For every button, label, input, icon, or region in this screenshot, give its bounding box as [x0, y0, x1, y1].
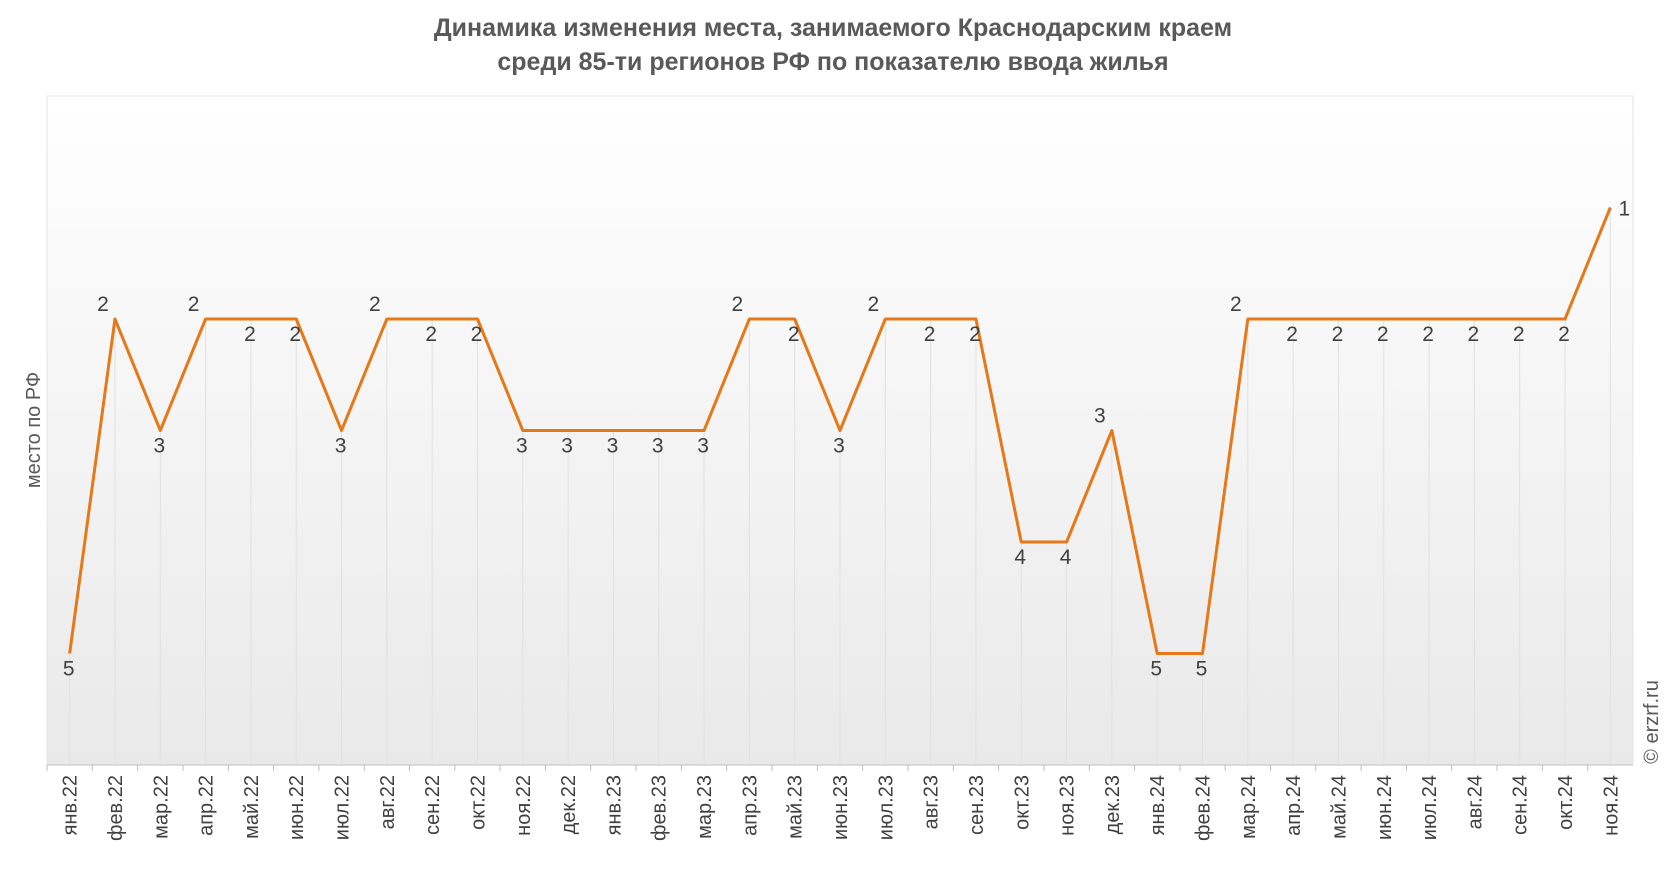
x-tick-label: мар.23 [694, 775, 716, 839]
x-tick-label: июл.23 [875, 775, 897, 840]
data-label: 2 [97, 293, 109, 316]
data-label: 2 [1332, 323, 1344, 346]
y-axis-label: место по РФ [23, 372, 45, 488]
data-label: 2 [425, 323, 437, 346]
data-label: 3 [607, 435, 619, 458]
data-label: 1 [1618, 198, 1630, 221]
data-label: 2 [1377, 323, 1389, 346]
watermark: © erzrf.ru [1641, 680, 1663, 764]
data-label: 3 [561, 435, 573, 458]
x-tick-label: фев.23 [649, 775, 671, 841]
x-tick-label: янв.22 [60, 775, 82, 835]
data-label: 2 [471, 323, 483, 346]
data-label: 3 [652, 435, 664, 458]
data-label: 2 [1468, 323, 1480, 346]
data-label: 5 [63, 658, 75, 681]
chart-title: среди 85-ти регионов РФ по показателю вв… [497, 48, 1168, 76]
x-tick-label: май.24 [1328, 775, 1350, 839]
data-label: 2 [788, 323, 800, 346]
x-tick-label: авг.22 [377, 775, 399, 829]
x-tick-label: май.23 [785, 775, 807, 839]
data-label: 2 [1230, 293, 1242, 316]
x-tick-label: сен.24 [1510, 775, 1532, 835]
data-label: 3 [516, 435, 528, 458]
x-tick-label: апр.24 [1283, 775, 1305, 836]
x-tick-label: ноя.22 [513, 775, 535, 836]
x-tick-label: окт.22 [467, 775, 489, 830]
x-tick-label: май.22 [241, 775, 263, 839]
x-tick-label: ноя.24 [1600, 775, 1622, 836]
data-label: 2 [1286, 323, 1298, 346]
chart-title: Динамика изменения места, занимаемого Кр… [434, 14, 1232, 42]
data-label: 2 [244, 323, 256, 346]
data-label: 2 [289, 323, 301, 346]
x-tick-label: июн.24 [1374, 775, 1396, 840]
x-tick-label: фев.22 [105, 775, 127, 841]
x-tick-label: сен.23 [966, 775, 988, 835]
x-tick-label: авг.24 [1464, 775, 1486, 829]
x-tick-label: июн.23 [830, 775, 852, 840]
line [68, 206, 1612, 655]
x-tick-label: мар.22 [150, 775, 172, 839]
data-label: 2 [1558, 323, 1570, 346]
data-label: 2 [1513, 323, 1525, 346]
data-label: 2 [1422, 323, 1434, 346]
data-label: 3 [1094, 405, 1106, 428]
data-label: 2 [188, 293, 200, 316]
data-label: 2 [867, 293, 879, 316]
x-tick-label: апр.22 [196, 775, 218, 836]
x-tick-label: янв.24 [1147, 775, 1169, 835]
x-tick-label: фев.24 [1193, 775, 1215, 841]
data-label: 5 [1150, 658, 1162, 681]
x-tick-label: мар.24 [1238, 775, 1260, 839]
data-label: 4 [1060, 546, 1072, 569]
data-label: 2 [924, 323, 936, 346]
x-tick-label: сен.22 [422, 775, 444, 835]
x-tick-label: ноя.23 [1057, 775, 1079, 836]
x-tick-label: апр.23 [739, 775, 761, 836]
data-label: 3 [697, 435, 709, 458]
x-tick-label: окт.23 [1011, 775, 1033, 830]
data-label: 2 [732, 293, 744, 316]
x-tick-label: авг.23 [921, 775, 943, 829]
data-label: 5 [1196, 658, 1208, 681]
data-label: 2 [969, 323, 981, 346]
x-tick-label: июл.24 [1419, 775, 1441, 840]
data-label: 3 [335, 435, 347, 458]
x-tick-label: дек.23 [1102, 775, 1124, 834]
data-label: 2 [369, 293, 381, 316]
x-tick-label: июн.22 [286, 775, 308, 840]
data-label: 3 [833, 435, 845, 458]
x-tick-label: дек.22 [558, 775, 580, 834]
x-tick-label: окт.24 [1555, 775, 1577, 830]
x-tick-label: янв.23 [603, 775, 625, 835]
x-tick-label: июл.22 [332, 775, 354, 840]
data-label: 4 [1014, 546, 1026, 569]
data-label: 3 [153, 435, 165, 458]
